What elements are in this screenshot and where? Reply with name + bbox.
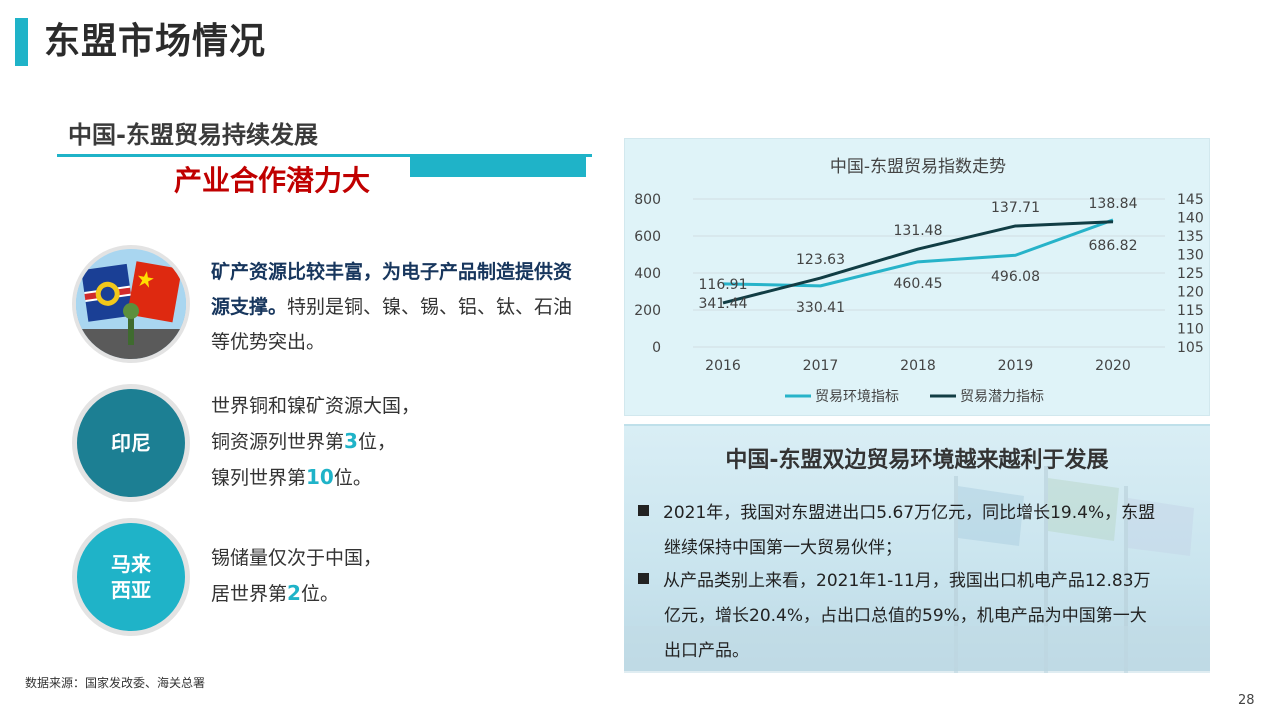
y-left-tick-label: 200 [634, 303, 661, 319]
flags-background [624, 466, 1210, 673]
x-tick-label: 2017 [803, 358, 839, 374]
headline-primary: 中国-东盟贸易持续发展 [68, 121, 318, 149]
y-left-tick-label: 800 [634, 192, 661, 208]
y-left-tick-label: 600 [634, 229, 661, 245]
trade-index-chart: 中国-东盟贸易指数走势 800 600 400 200 0 145 140 135 130 12… [634, 157, 1204, 405]
data-label: 138.84 [1089, 196, 1138, 212]
malaysia-label: 马来 西亚 [111, 552, 151, 602]
malaysia-text: 锡储量仅次于中国， 居世界第2位。 [211, 541, 382, 612]
data-label: 496.08 [991, 269, 1040, 285]
y-right-tick-label: 125 [1177, 266, 1204, 282]
y-right-tick-label: 115 [1177, 303, 1204, 319]
bullet-square-icon [638, 505, 649, 516]
malaysia-line2: 居世界第2位。 [211, 581, 339, 605]
x-tick-label: 2018 [900, 358, 936, 374]
data-label: 330.41 [796, 300, 845, 316]
legend-label: 贸易潜力指标 [960, 389, 1044, 405]
y-right-tick-label: 105 [1177, 340, 1204, 356]
indonesia-line2: 铜资源列世界第3位， [211, 429, 396, 453]
info-bullet-electromech: 从产品类别上来看，2021年1-11月，我国出口机电产品12.83万 亿元，增长… [638, 564, 1198, 669]
series-line-2 [722, 220, 1114, 305]
malaysia-line1: 锡储量仅次于中国， [211, 547, 383, 569]
indonesia-line1: 世界铜和镍矿资源大国， [211, 395, 421, 417]
indonesia-badge: 印尼 [72, 384, 190, 502]
data-label: 460.45 [894, 276, 943, 292]
resource-intro-text: 矿产资源比较丰富，为电子产品制造提供资源支撑。特别是铜、镍、锡、铝、钛、石油等优… [211, 255, 581, 360]
legend-label: 贸易环境指标 [815, 389, 899, 405]
data-label: 341.44 [699, 296, 748, 312]
trade-environment-panel: 中国-东盟双边贸易环境越来越利于发展 2021年，我国对东盟进出口5.67万亿元… [624, 424, 1210, 673]
y-right-tick-label: 120 [1177, 285, 1204, 301]
title-accent-bar [15, 18, 28, 66]
resource-intro-bold: 矿产资源比较丰富，为电子产品制造提供资源支撑。 [211, 261, 573, 318]
headline-secondary: 产业合作潜力大 [174, 164, 371, 197]
asean-china-flags-image [72, 245, 190, 363]
y-left-tick-label: 400 [634, 266, 661, 282]
data-source: 数据来源：国家发改委、海关总署 [25, 676, 206, 690]
chart-title: 中国-东盟贸易指数走势 [830, 157, 1006, 177]
data-label: 131.48 [894, 223, 943, 239]
info-title: 中国-东盟双边贸易环境越来越利于发展 [725, 448, 1109, 473]
indonesia-line3: 镍列世界第10位。 [211, 465, 372, 489]
headline-underline [57, 154, 592, 157]
x-tick-label: 2016 [705, 358, 741, 374]
y-right-tick-label: 140 [1177, 211, 1204, 227]
malaysia-badge: 马来 西亚 [72, 518, 190, 636]
indonesia-label: 印尼 [111, 431, 151, 455]
y-right-tick-label: 130 [1177, 248, 1204, 264]
y-right-tick-label: 110 [1177, 322, 1204, 338]
malaysia-tin-rank: 2 [287, 581, 301, 605]
y-right-tick-label: 145 [1177, 192, 1204, 208]
indonesia-text: 世界铜和镍矿资源大国， 铜资源列世界第3位， 镍列世界第10位。 [211, 389, 420, 496]
x-tick-label: 2019 [998, 358, 1034, 374]
data-label: 116.91 [699, 277, 748, 293]
resource-intro-normal: 特别是铜、镍、锡、铝、钛、石油等优势突出。 [211, 296, 573, 353]
bullet-square-icon [638, 573, 649, 584]
x-tick-label: 2020 [1095, 358, 1131, 374]
headline-accent-block [410, 157, 586, 177]
data-label: 123.63 [796, 252, 845, 268]
page-number: 28 [1238, 693, 1255, 708]
info-bullet-exports: 2021年，我国对东盟进出口5.67万亿元，同比增长19.4%，东盟 继续保持中… [638, 496, 1198, 566]
y-left-tick-label: 0 [652, 340, 661, 356]
flags-illustration [76, 249, 186, 359]
page-title: 东盟市场情况 [44, 21, 267, 62]
trade-index-chart-panel: 中国-东盟贸易指数走势 800 600 400 200 0 145 140 135 130 12… [624, 138, 1210, 416]
data-label: 686.82 [1089, 238, 1138, 254]
data-label: 137.71 [991, 200, 1040, 216]
indonesia-nickel-rank: 10 [306, 465, 334, 489]
indonesia-copper-rank: 3 [344, 429, 358, 453]
y-right-tick-label: 135 [1177, 229, 1204, 245]
